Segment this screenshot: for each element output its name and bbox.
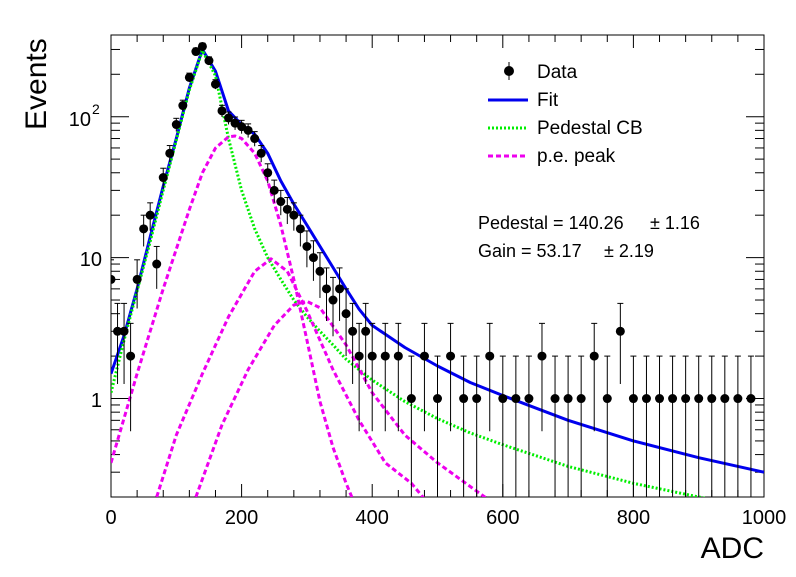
data-point [459,394,469,404]
legend-label-pe-peak: p.e. peak [537,146,616,167]
x-tick-labels: 0 200 400 600 800 1000 [105,507,786,529]
data-point [406,394,416,404]
data-point [237,122,247,132]
x-tick-label: 1000 [742,507,787,529]
data-point [321,284,331,294]
data-point [217,106,227,116]
data-point [119,326,129,336]
data-point [126,351,136,361]
data-point [113,326,123,336]
data-point [367,351,377,361]
pe-peak-curve [155,257,425,497]
data-point [563,394,573,404]
data-point [243,125,253,135]
data-point [511,394,521,404]
data-point [341,309,351,319]
fit-results-box: Pedestal = 140.26 ± 1.16 Gain = 53.17 ± … [478,213,700,261]
data-point [256,148,266,158]
data-point [295,224,305,234]
data-point [197,41,207,51]
data-point [550,394,560,404]
y-tick-label-100-exponent: 2 [92,101,100,117]
data-point [419,351,429,361]
data-point [302,241,312,251]
data-point [354,351,364,361]
gain-result-value: Gain = 53.17 [478,241,582,261]
data-point [694,394,704,404]
data-point [361,326,371,336]
data-point [282,204,292,214]
data-point [524,394,534,404]
x-tick-label: 600 [486,507,519,529]
y-tick-label-100: 10 [69,109,91,131]
legend-marker-data [504,62,514,80]
data-point [184,72,194,82]
data-point [348,326,358,336]
data-point [250,134,260,144]
data-point [165,148,175,158]
data-point [576,394,586,404]
pe-peak-curve [111,134,354,497]
data-point [335,284,345,294]
data-point [746,394,756,404]
data-point [498,394,508,404]
data-point [178,101,188,111]
data-point [537,351,547,361]
data-point [171,120,181,130]
y-tick-label-10: 10 [80,249,102,271]
data-point [602,394,612,404]
data-point [111,274,116,284]
data-point [191,47,201,57]
data-point [132,274,142,284]
data-point [681,394,691,404]
data-point [210,79,220,89]
data-points [111,41,756,497]
x-tick-label: 400 [356,507,389,529]
data-point [720,394,730,404]
data-point [733,394,743,404]
data-point [641,394,651,404]
data-point [328,295,338,305]
x-tick-label: 800 [617,507,650,529]
y-axis-title: Events [20,38,53,130]
data-point [446,351,456,361]
data-point [485,351,495,361]
x-axis-title: ADC [701,532,764,565]
data-point [655,394,665,404]
pedestal-result-error: ± 1.16 [650,213,700,233]
data-point [145,210,155,220]
data-point [628,394,638,404]
data-point [289,210,299,220]
data-point [269,185,279,195]
data-point [224,113,234,123]
data-point [472,394,482,404]
data-point [315,266,325,276]
data-point [393,351,403,361]
x-tick-label: 0 [105,507,116,529]
pedestal-cb-curve [111,49,707,497]
data-point [204,56,214,66]
gain-result-error: ± 2.19 [604,241,654,261]
data-point [276,197,286,207]
data-point [380,351,390,361]
legend: Data Fit Pedestal CB p.e. peak [488,62,643,167]
data-point [433,394,442,404]
data-point [308,253,318,263]
y-tick-label-1: 1 [91,390,102,412]
data-point [152,259,162,269]
x-tick-label: 200 [225,507,258,529]
data-point [139,224,149,234]
data-point [158,173,168,183]
legend-label-data: Data [537,62,578,83]
data-point [263,168,273,178]
legend-label-fit: Fit [537,90,559,111]
data-point [707,394,717,404]
y-axis-ticks [111,48,764,498]
data-point [589,351,599,361]
legend-label-pedestal: Pedestal CB [537,118,643,139]
data-point [668,394,678,404]
data-point [615,326,625,336]
pedestal-result-value: Pedestal = 140.26 [478,213,624,233]
